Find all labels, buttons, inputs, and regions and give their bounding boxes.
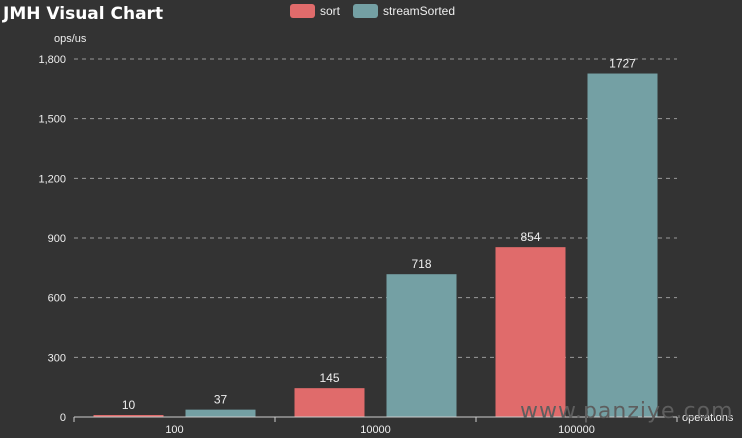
y-axis-ticks: 0 300 600 900 1,200 1,500 1,800 bbox=[38, 54, 66, 424]
data-label: 1727 bbox=[609, 57, 636, 71]
bar-sort-100[interactable] bbox=[93, 415, 164, 417]
bar-streamSorted-100[interactable] bbox=[185, 409, 256, 417]
legend-item-streamsorted[interactable]: streamSorted bbox=[353, 4, 455, 18]
gridlines bbox=[74, 58, 677, 358]
data-label: 37 bbox=[214, 393, 228, 407]
data-label: 10 bbox=[122, 398, 136, 412]
data-labels: 10 37 145 718 854 1727 bbox=[122, 57, 636, 412]
legend-item-sort[interactable]: sort bbox=[290, 4, 341, 18]
y-tick-label: 0 bbox=[60, 412, 66, 424]
y-tick-label: 1,800 bbox=[38, 54, 66, 66]
data-label: 145 bbox=[319, 371, 339, 385]
x-axis-ticks: 100 10000 100000 bbox=[73, 417, 678, 436]
legend-label-sort: sort bbox=[320, 4, 341, 18]
y-tick-label: 1,200 bbox=[38, 173, 66, 185]
data-label: 718 bbox=[411, 257, 431, 271]
legend-label-streamsorted: streamSorted bbox=[383, 4, 455, 18]
x-tick-label: 10000 bbox=[360, 424, 391, 436]
y-axis-name: ops/us bbox=[54, 33, 87, 45]
x-tick-label: 100 bbox=[165, 424, 183, 436]
watermark-text: www.panziye.com bbox=[520, 399, 734, 424]
bars bbox=[93, 73, 658, 417]
x-axis-name: operations bbox=[682, 412, 734, 424]
bar-sort-10000[interactable] bbox=[294, 388, 365, 417]
bar-streamSorted-10000[interactable] bbox=[386, 274, 457, 417]
y-tick-label: 1,500 bbox=[38, 114, 66, 126]
legend[interactable]: sort streamSorted bbox=[290, 4, 455, 18]
bar-streamSorted-100000[interactable] bbox=[587, 73, 658, 417]
y-tick-label: 300 bbox=[48, 352, 66, 364]
bar-sort-100000[interactable] bbox=[495, 247, 566, 417]
y-tick-label: 900 bbox=[48, 233, 66, 245]
legend-swatch-sort bbox=[290, 4, 315, 18]
x-tick-label: 100000 bbox=[558, 424, 595, 436]
y-tick-label: 600 bbox=[48, 293, 66, 305]
legend-swatch-streamsorted bbox=[353, 4, 378, 18]
chart-title: JMH Visual Chart bbox=[2, 4, 163, 24]
data-label: 854 bbox=[520, 230, 540, 244]
